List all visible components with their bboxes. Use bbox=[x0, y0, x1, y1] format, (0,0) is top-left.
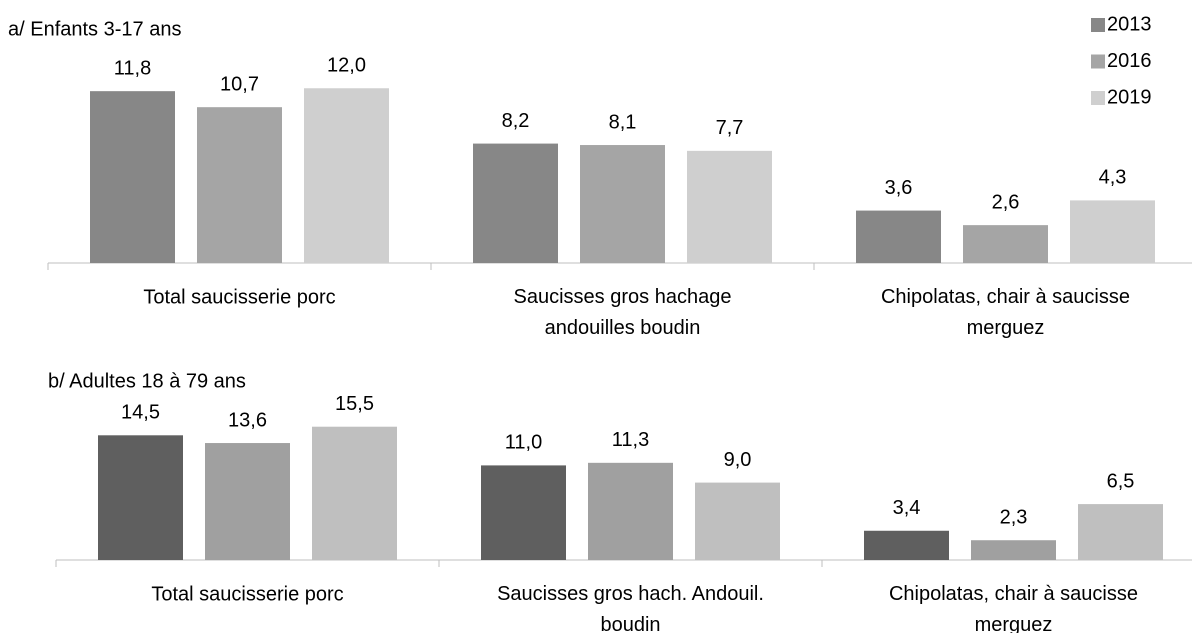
data-label: 3,6 bbox=[885, 177, 913, 199]
bar bbox=[1070, 200, 1155, 263]
x-tick-label: Chipolatas, chair à saucisse merguez bbox=[881, 286, 1130, 339]
bar bbox=[687, 150, 772, 263]
bar bbox=[588, 462, 673, 560]
chart-title: b/ Adultes 18 à 79 ans bbox=[48, 370, 246, 392]
bar bbox=[312, 426, 397, 560]
bar bbox=[856, 210, 941, 263]
chart-title: a/ Enfants 3-17 ans bbox=[8, 18, 181, 40]
x-tick-label: Total saucisserie porc bbox=[151, 583, 343, 605]
legend-label: 2016 bbox=[1107, 50, 1152, 72]
data-label: 12,0 bbox=[327, 55, 366, 77]
bar bbox=[963, 225, 1048, 263]
data-label: 13,6 bbox=[228, 409, 267, 431]
bar bbox=[580, 145, 665, 263]
bar bbox=[90, 91, 175, 263]
x-tick-label: Total saucisserie porc bbox=[143, 286, 335, 308]
data-label: 11,0 bbox=[505, 432, 542, 454]
data-label: 11,8 bbox=[114, 57, 151, 79]
data-label: 7,7 bbox=[716, 117, 744, 139]
data-label: 6,5 bbox=[1107, 470, 1135, 492]
data-label: 14,5 bbox=[121, 402, 160, 424]
bar bbox=[197, 107, 282, 264]
legend-swatch bbox=[1091, 18, 1105, 32]
bar bbox=[481, 465, 566, 560]
bar bbox=[205, 443, 290, 560]
x-tick-label: Saucisses gros hachage andouilles boudin bbox=[514, 286, 732, 339]
bar bbox=[1078, 504, 1163, 560]
x-tick-label: Chipolatas, chair à saucisse merguez bbox=[889, 583, 1138, 633]
legend-label: 2013 bbox=[1107, 13, 1152, 35]
bar bbox=[864, 530, 949, 560]
data-label: 3,4 bbox=[893, 497, 921, 519]
data-label: 10,7 bbox=[220, 73, 259, 95]
bar bbox=[695, 482, 780, 560]
bar bbox=[304, 88, 389, 263]
data-label: 11,3 bbox=[612, 429, 649, 451]
legend-swatch bbox=[1091, 54, 1105, 69]
data-label: 8,2 bbox=[502, 110, 530, 132]
data-label: 2,6 bbox=[992, 191, 1020, 213]
data-label: 15,5 bbox=[335, 393, 374, 415]
legend-swatch bbox=[1091, 91, 1105, 105]
x-tick-label: Saucisses gros hach. Andouil. boudin bbox=[497, 583, 764, 633]
bar bbox=[473, 143, 558, 263]
data-label: 2,3 bbox=[1000, 507, 1028, 529]
bar bbox=[98, 435, 183, 560]
bar bbox=[971, 540, 1056, 560]
data-label: 8,1 bbox=[609, 111, 637, 133]
data-label: 9,0 bbox=[724, 449, 752, 471]
data-label: 4,3 bbox=[1099, 167, 1127, 189]
legend-label: 2019 bbox=[1107, 86, 1152, 108]
